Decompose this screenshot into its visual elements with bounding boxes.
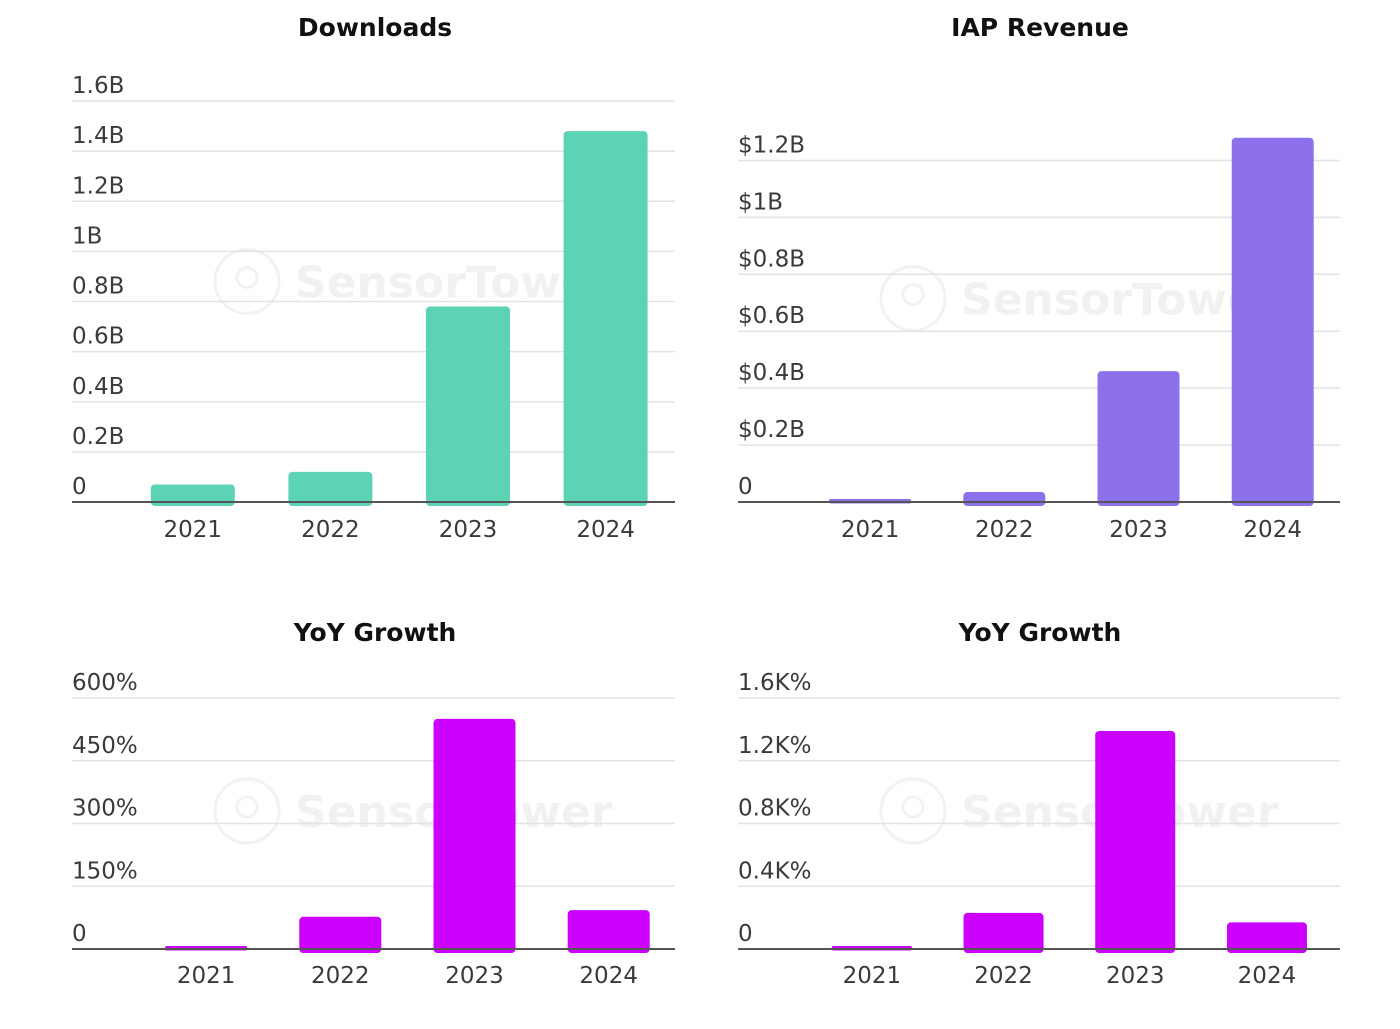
y-tick-label: 0 [738, 921, 753, 947]
x-tick-label: 2023 [1106, 963, 1165, 989]
watermark-logo-icon [213, 777, 281, 845]
y-tick-label: 0.8B [72, 274, 124, 300]
chart-svg: Downloads SensorTower 0 0.2B 0.4B 0.6B 0.8B 1B 1… [72, 13, 675, 543]
x-tick-label: 2021 [841, 517, 900, 543]
watermark-logo-icon [879, 265, 947, 332]
x-tick-label: 2024 [579, 963, 638, 989]
watermark-logo-icon [879, 777, 947, 845]
yoy-growth-revenue-chart: YoY Growth SensorTower 0 0.4K% 0.8K% 1.2K% 1.6… [700, 600, 1400, 1020]
bar-2023 [1095, 730, 1176, 953]
y-tick-label: $0.8B [738, 246, 805, 272]
y-tick-label: 1.6K% [738, 670, 812, 696]
yoy-growth-downloads-chart: YoY Growth SensorTower 0 150% 300% 450% 600% 20… [0, 600, 700, 1020]
downloads-chart: Downloads SensorTower 0 0.2B 0.4B 0.6B 0.8B 1B 1… [0, 0, 700, 560]
sensortower-watermark: SensorTower [879, 777, 1279, 845]
sensortower-watermark: SensorTower [879, 265, 1279, 332]
bar-2024 [1226, 922, 1307, 953]
watermark-logo-icon-inner [901, 795, 925, 819]
bar-2023 [1097, 371, 1180, 506]
x-tick-label: 2024 [1238, 963, 1297, 989]
chart-title: Downloads [298, 13, 452, 42]
y-tick-label: 300% [72, 796, 138, 822]
y-tick-label: 600% [72, 670, 138, 696]
y-tick-label: 1.4B [72, 123, 124, 149]
x-tick-label: 2021 [843, 963, 902, 989]
watermark-logo-icon [213, 247, 281, 315]
watermark-logo-icon-inner [235, 795, 259, 819]
y-tick-label: 0 [72, 921, 87, 947]
x-tick-label: 2023 [1109, 517, 1168, 543]
y-tick-label: 0 [72, 474, 87, 500]
y-tick-label: $0.4B [738, 360, 805, 386]
x-tick-label: 2021 [164, 517, 223, 543]
x-tick-label: 2021 [177, 963, 236, 989]
watermark-text: SensorTower [961, 275, 1279, 326]
x-tick-label: 2022 [975, 517, 1034, 543]
x-tick-label: 2024 [576, 517, 635, 543]
y-tick-label: 0.4K% [738, 858, 812, 884]
chart-svg: IAP Revenue SensorTower 0 $0.2B $0.4B $0.6B $0… [738, 13, 1340, 543]
y-tick-label: 0.4B [72, 374, 124, 400]
y-tick-label: $0.2B [738, 417, 805, 443]
y-tick-label: 1.2K% [738, 733, 812, 759]
y-tick-label: 1.2B [72, 173, 124, 199]
chart-title: YoY Growth [293, 618, 457, 647]
y-tick-label: 450% [72, 733, 138, 759]
iap-revenue-chart: IAP Revenue SensorTower 0 $0.2B $0.4B $0.6B $0… [700, 0, 1400, 560]
bar-2024 [563, 131, 648, 506]
x-tick-label: 2022 [311, 963, 370, 989]
sensortower-watermark: SensorTower [213, 777, 613, 845]
y-tick-label: $0.6B [738, 303, 805, 329]
y-tick-label: 0.6B [72, 324, 124, 350]
y-tick-label: 150% [72, 858, 138, 884]
y-tick-label: 0.2B [72, 424, 124, 450]
x-tick-label: 2024 [1243, 517, 1302, 543]
bar-2023 [433, 718, 516, 953]
x-tick-label: 2022 [301, 517, 360, 543]
sensortower-watermark: SensorTower [213, 247, 613, 315]
chart-svg: YoY Growth SensorTower 0 150% 300% 450% 600% 20… [72, 618, 675, 989]
x-tick-label: 2022 [974, 963, 1033, 989]
bar-2022 [963, 492, 1046, 506]
watermark-text: SensorTower [295, 257, 613, 308]
x-tick-label: 2023 [439, 517, 498, 543]
bar-2021 [150, 484, 235, 506]
y-tick-label: 1.6B [72, 73, 124, 99]
bar-2022 [299, 916, 382, 953]
y-tick-label: 0 [738, 474, 753, 500]
watermark-logo-icon-inner [235, 265, 259, 289]
chart-title: YoY Growth [958, 618, 1122, 647]
bar-2022 [288, 471, 373, 506]
x-tick-label: 2023 [445, 963, 504, 989]
bar-2022 [963, 912, 1044, 953]
bar-2023 [426, 306, 510, 506]
y-tick-label: $1B [738, 189, 783, 215]
bar-2024 [567, 910, 650, 953]
y-tick-label: 1B [72, 223, 102, 249]
y-tick-label: $1.2B [738, 132, 805, 158]
chart-title: IAP Revenue [951, 13, 1129, 42]
watermark-logo-icon-inner [901, 283, 925, 306]
y-tick-label: 0.8K% [738, 796, 812, 822]
bar-2024 [1231, 137, 1314, 506]
chart-svg: YoY Growth SensorTower 0 0.4K% 0.8K% 1.2K% 1.6… [738, 618, 1340, 989]
